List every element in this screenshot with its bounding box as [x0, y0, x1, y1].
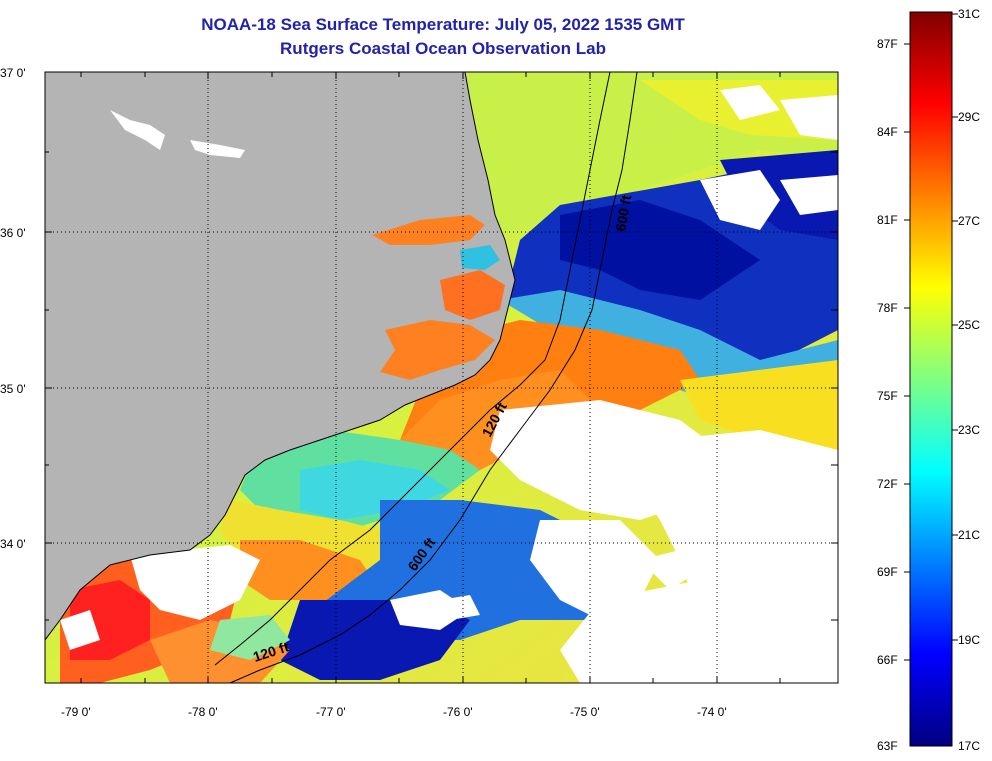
bathymetry-contours	[214, 71, 638, 684]
colorbar-gradient	[909, 11, 953, 747]
lat-label: 34 0'	[0, 537, 26, 551]
colorbar-c-label: 25C	[958, 318, 980, 332]
colorbar-f-label: 87F	[877, 37, 898, 51]
colorbar-c-label: 23C	[958, 423, 980, 437]
map-frame	[44, 71, 839, 684]
map-subtitle: Rutgers Coastal Ocean Observation Lab	[280, 39, 606, 58]
colorbar-c-label: 31C	[958, 7, 980, 21]
contour-label-600ft-north: 600 ft	[612, 193, 634, 232]
lat-label: 36 0'	[0, 226, 26, 240]
colorbar-c-label: 19C	[958, 633, 980, 647]
colorbar-f-label: 66F	[877, 653, 898, 667]
lon-label: -78 0'	[188, 705, 218, 719]
lon-label: -74 0'	[697, 705, 727, 719]
latitude-labels: 37 0' 36 0' 35 0' 34 0'	[0, 66, 26, 551]
lat-label: 37 0'	[0, 66, 26, 80]
colorbar-c-label: 17C	[958, 739, 980, 753]
longitude-labels: -79 0' -78 0' -77 0' -76 0' -75 0' -74 0…	[61, 705, 727, 719]
colorbar-c-label: 27C	[958, 214, 980, 228]
colorbar-f-label: 69F	[877, 565, 898, 579]
graticule	[45, 72, 838, 683]
colorbar-c-label: 21C	[958, 528, 980, 542]
colorbar-f-label: 63F	[877, 739, 898, 753]
axis-ticks	[45, 71, 838, 683]
lon-label: -79 0'	[61, 705, 91, 719]
estuaries	[110, 110, 505, 380]
colorbar-f-label: 84F	[877, 125, 898, 139]
colorbar-f-label: 78F	[877, 301, 898, 315]
map-plot-area	[45, 72, 838, 683]
map-title: NOAA-18 Sea Surface Temperature: July 05…	[201, 15, 685, 34]
lon-label: -77 0'	[316, 705, 346, 719]
lon-label: -75 0'	[570, 705, 600, 719]
colorbar-f-label: 81F	[877, 213, 898, 227]
colorbar-f-label: 75F	[877, 389, 898, 403]
lat-label: 35 0'	[0, 382, 26, 396]
temperature-colorbar: 31C 29C 27C 25C 23C 21C 19C 17C 87F 84F …	[877, 7, 980, 753]
lon-label: -76 0'	[443, 705, 473, 719]
colorbar-f-label: 72F	[877, 477, 898, 491]
cloud-mask	[60, 85, 838, 683]
land-mass	[45, 72, 516, 641]
colorbar-c-label: 29C	[958, 110, 980, 124]
